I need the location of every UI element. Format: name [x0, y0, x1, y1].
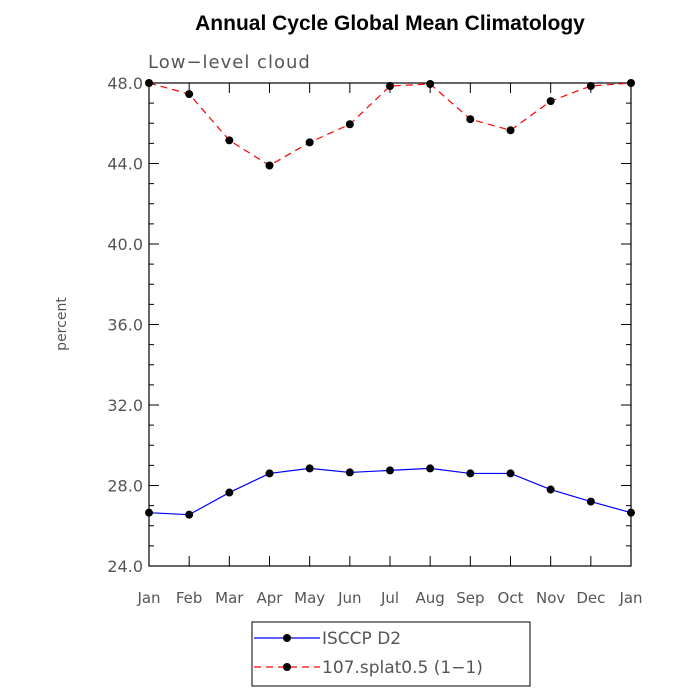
x-tick-label: Sep	[456, 589, 484, 607]
data-point	[185, 510, 194, 519]
data-point	[145, 79, 153, 87]
data-point	[386, 466, 394, 475]
y-tick-label: 40.0	[107, 235, 143, 254]
plot-area: 24.0 28.0 32.0 36.0 40.0 44.0 48.0 Jan Feb Mar Apr…	[107, 74, 642, 607]
y-tick-label: 44.0	[107, 155, 143, 174]
y-tick-label: 36.0	[107, 316, 143, 335]
x-tick-label: Jun	[337, 589, 361, 607]
series-line-1	[148, 82, 632, 167]
data-point	[506, 126, 515, 135]
y-tick-label: 48.0	[107, 74, 143, 93]
legend-marker	[283, 663, 291, 671]
data-point	[386, 82, 394, 91]
x-tick-label: Apr	[257, 589, 284, 607]
data-point	[225, 488, 234, 497]
data-point	[426, 80, 435, 89]
plot-frame	[148, 82, 632, 567]
x-tick-label: Nov	[536, 589, 565, 607]
data-point	[586, 497, 595, 506]
legend: ISCCP D2 107.splat0.5 (1−1)	[251, 621, 531, 687]
data-point	[466, 115, 475, 124]
data-point	[506, 469, 515, 478]
x-tick-label: Jan	[136, 589, 160, 607]
legend-box	[251, 621, 531, 687]
data-point	[265, 161, 274, 170]
x-tick-label: Aug	[416, 589, 445, 607]
x-tick-label: Mar	[215, 589, 244, 607]
data-point	[345, 468, 354, 477]
y-tick-label: 32.0	[107, 396, 143, 415]
data-point	[305, 464, 314, 473]
x-tick-label: Oct	[498, 589, 524, 607]
x-tick-label: Jul	[380, 589, 399, 607]
x-tick-label: Feb	[176, 589, 203, 607]
data-point	[305, 138, 314, 147]
x-tick-label: Dec	[576, 589, 605, 607]
data-point	[426, 464, 435, 473]
chart-title: Annual Cycle Global Mean Climatology	[195, 12, 585, 35]
data-point	[345, 120, 354, 129]
y-axis-label: percent	[54, 297, 70, 351]
legend-marker	[283, 634, 291, 642]
data-point	[586, 82, 595, 91]
legend-label: 107.splat0.5 (1−1)	[322, 658, 483, 678]
legend-label: ISCCP D2	[322, 629, 401, 649]
data-point	[546, 97, 555, 106]
x-tick-label: May	[294, 589, 325, 607]
data-point	[225, 136, 234, 145]
data-point	[185, 90, 194, 99]
data-point	[265, 469, 274, 478]
data-point	[546, 485, 555, 494]
chart-subtitle: Low−level cloud	[148, 52, 311, 73]
x-tick-label: Jan	[618, 589, 642, 607]
data-point	[627, 79, 635, 87]
y-tick-label: 28.0	[107, 477, 143, 496]
y-tick-label: 24.0	[107, 557, 143, 576]
data-point	[466, 469, 475, 478]
series-line-0	[148, 467, 632, 516]
data-point	[145, 508, 153, 517]
data-point	[627, 508, 635, 517]
